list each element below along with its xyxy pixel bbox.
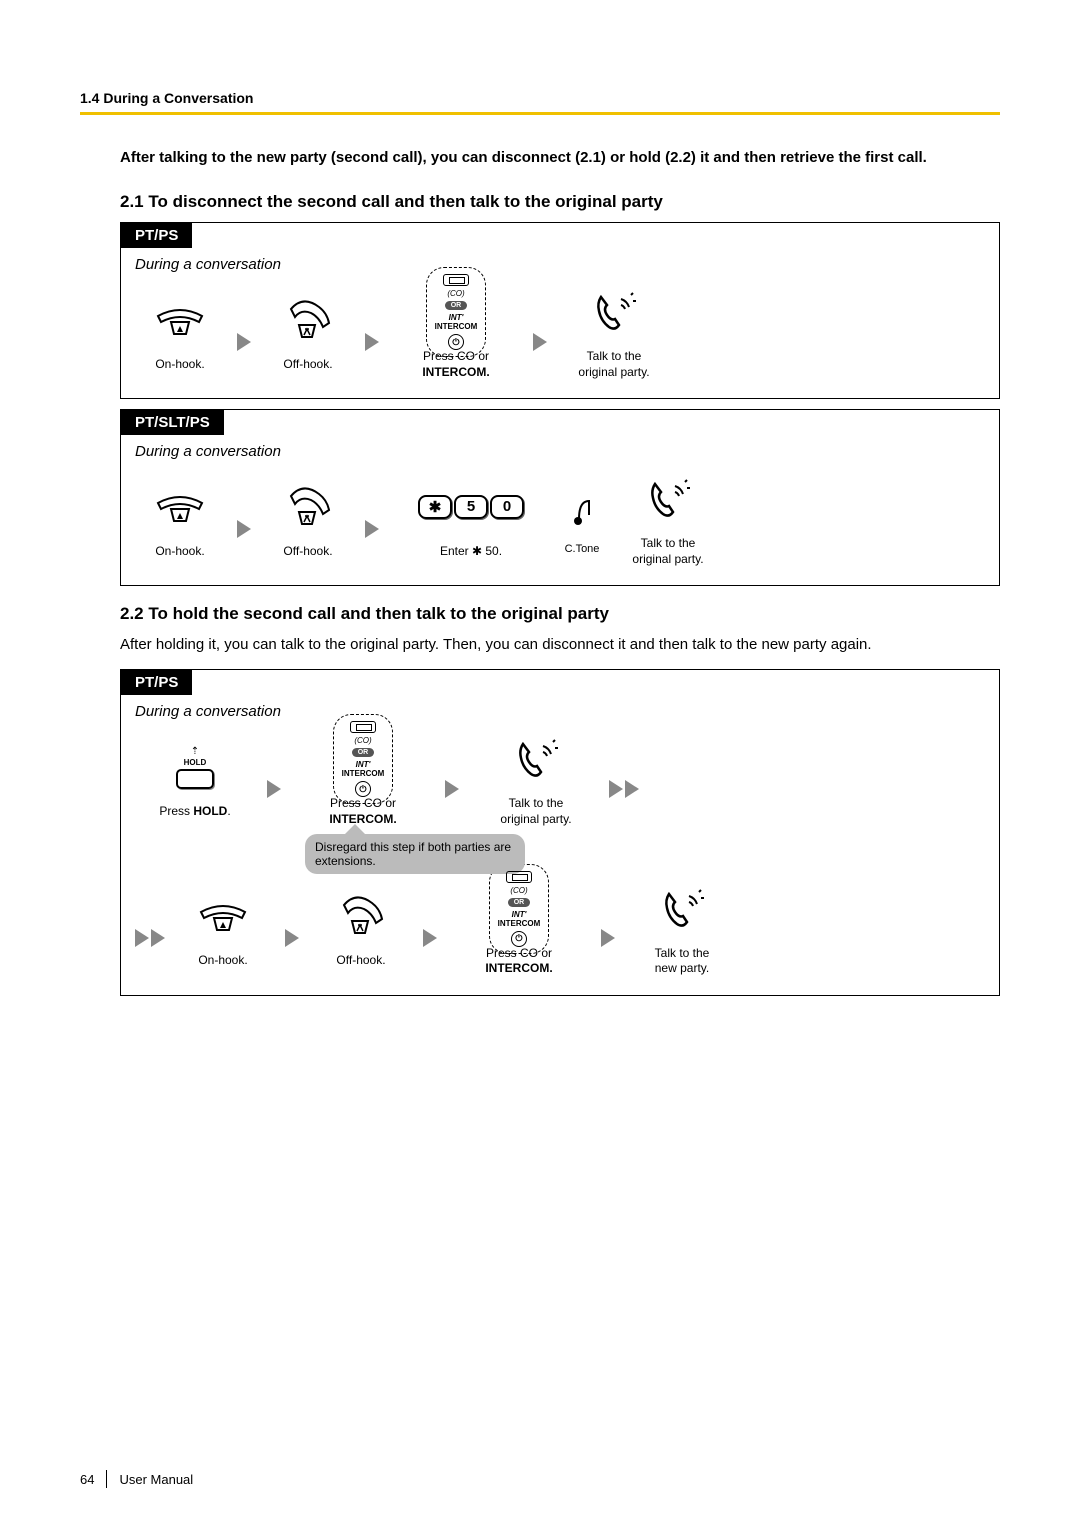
procedure-box-ptps-2: PT/PS During a conversation ⇡ HOLD Press… (120, 669, 1000, 995)
co-label: (CO) (447, 289, 464, 298)
onhook-icon (153, 476, 207, 538)
onhook-caption: On-hook. (155, 544, 204, 560)
hold-key-icon: ⇡ HOLD (176, 736, 214, 798)
talk-icon (657, 878, 707, 940)
int-label: INT' (356, 760, 371, 769)
arrow-icon (267, 780, 281, 798)
tab-ptps: PT/PS (121, 223, 192, 248)
intercom-sm: INTERCOM (435, 322, 478, 331)
arrow-icon (601, 929, 615, 947)
enter-caption: Enter ✱ 50. (440, 544, 502, 560)
offhook-icon (281, 476, 335, 538)
talk-caption: Talk to theoriginal party. (632, 536, 703, 567)
co-intercom-icon: (CO) OR INT'INTERCOM ⏻ (426, 281, 487, 343)
heading-2-2: 2.2 To hold the second call and then tal… (120, 604, 1000, 624)
context-label: During a conversation (135, 443, 985, 460)
arrow-icon (365, 520, 379, 538)
intercom-sm: INTERCOM (498, 919, 541, 928)
onhook-icon (153, 289, 207, 351)
arrow-icon (445, 780, 459, 798)
footer: 64 User Manual (80, 1470, 193, 1488)
talk-icon (589, 281, 639, 343)
arrow-icon (285, 929, 299, 947)
or-pill: OR (352, 748, 375, 757)
or-pill: OR (508, 898, 531, 907)
press-hold-caption: Press HOLD. (159, 804, 230, 820)
intercom-sm: INTERCOM (342, 769, 385, 778)
heading-2-1: 2.1 To disconnect the second call and th… (120, 192, 1000, 212)
co-label: (CO) (510, 886, 527, 895)
page-number: 64 (80, 1472, 94, 1487)
onhook-caption: On-hook. (155, 357, 204, 373)
procedure-box-ptsltps: PT/SLT/PS During a conversation On-hook.… (120, 409, 1000, 586)
arrow-icon (237, 520, 251, 538)
offhook-icon (281, 289, 335, 351)
context-label: During a conversation (135, 703, 985, 720)
offhook-caption: Off-hook. (283, 544, 332, 560)
tab-ptsltps: PT/SLT/PS (121, 410, 224, 435)
subtext-2-2: After holding it, you can talk to the or… (120, 634, 1000, 655)
double-arrow-icon (135, 929, 165, 947)
arrow-icon (237, 333, 251, 351)
talk-icon (511, 728, 561, 790)
key-star: ✱ (418, 495, 452, 519)
key-5: 5 (454, 495, 488, 519)
offhook-caption: Off-hook. (336, 953, 385, 969)
footer-label: User Manual (119, 1472, 193, 1487)
int-label: INT' (512, 910, 527, 919)
press-co-caption: Press CO orINTERCOM. (485, 946, 552, 977)
onhook-icon (196, 885, 250, 947)
offhook-caption: Off-hook. (283, 357, 332, 373)
context-label: During a conversation (135, 256, 985, 273)
section-header: 1.4 During a Conversation (80, 90, 1000, 106)
dial-keys: ✱ 5 0 (417, 476, 525, 538)
arrow-icon (533, 333, 547, 351)
arrow-icon (365, 333, 379, 351)
co-intercom-icon: (CO) OR INT'INTERCOM ⏻ (333, 728, 394, 790)
note-callout: Disregard this step if both parties are … (305, 834, 525, 874)
press-co-caption: Press CO orINTERCOM. (422, 349, 489, 380)
talk-caption: Talk to theoriginal party. (578, 349, 649, 380)
int-label: INT' (449, 313, 464, 322)
arrow-icon (423, 929, 437, 947)
talk-new-caption: Talk to thenew party. (655, 946, 710, 977)
ctone-label: C.Tone (565, 543, 600, 555)
ctone-icon (571, 481, 593, 543)
co-label: (CO) (354, 736, 371, 745)
key-0: 0 (490, 495, 524, 519)
procedure-box-ptps-1: PT/PS During a conversation On-hook. O (120, 222, 1000, 399)
talk-icon (643, 468, 693, 530)
talk-caption: Talk to theoriginal party. (500, 796, 571, 827)
co-intercom-icon: (CO) OR INT'INTERCOM ⏻ (489, 878, 550, 940)
double-arrow-icon (609, 780, 639, 798)
intro-text: After talking to the new party (second c… (120, 147, 1000, 168)
tab-ptps: PT/PS (121, 670, 192, 695)
or-pill: OR (445, 301, 468, 310)
offhook-icon (334, 885, 388, 947)
divider (80, 112, 1000, 115)
hold-key-label: HOLD (184, 758, 207, 767)
onhook-caption: On-hook. (198, 953, 247, 969)
